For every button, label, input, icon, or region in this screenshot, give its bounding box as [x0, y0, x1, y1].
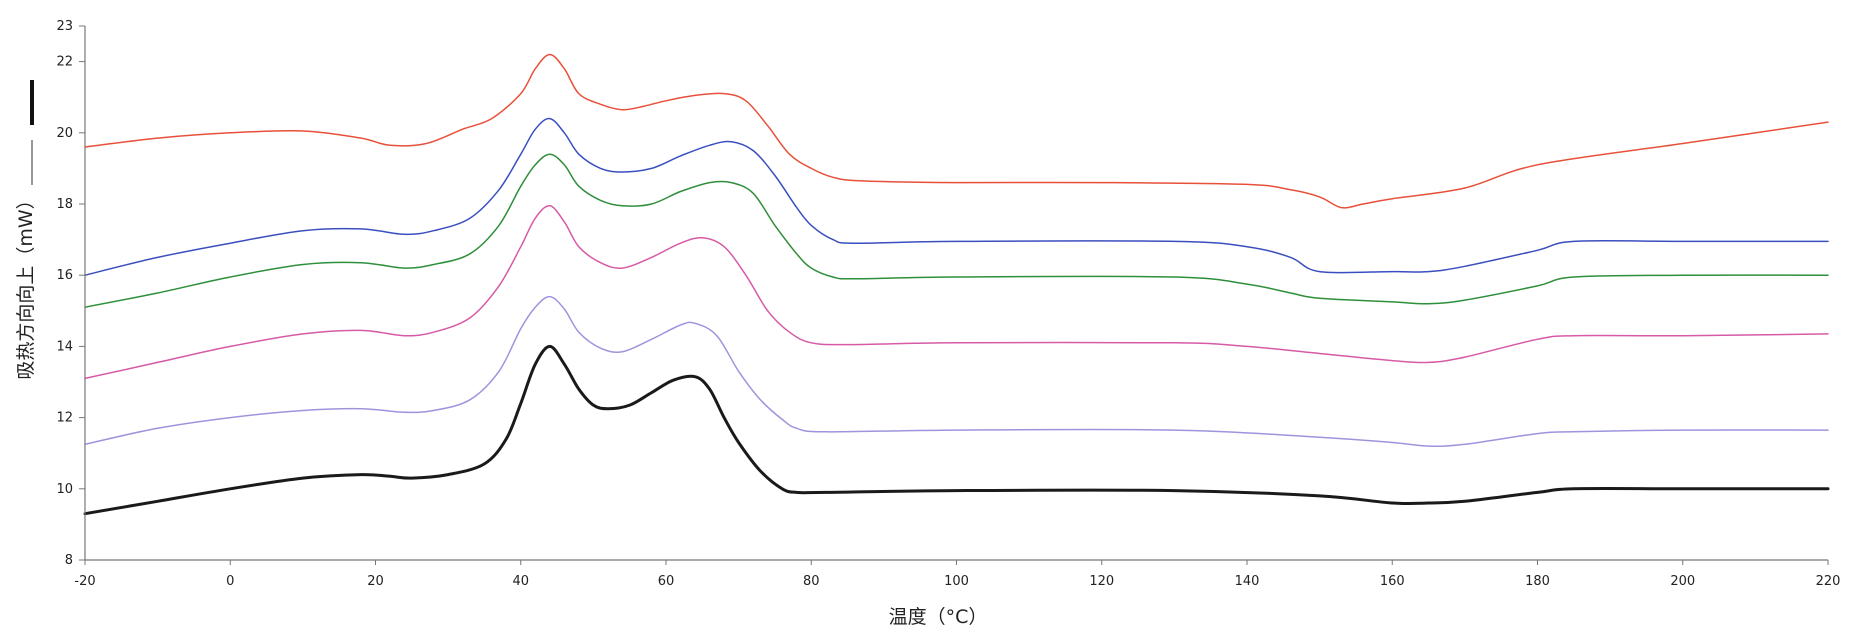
series-line-2: [84, 117, 1829, 276]
y-tick-label: 16: [56, 268, 73, 283]
x-tick-label: 20: [367, 574, 384, 589]
x-tick-label: 220: [1816, 574, 1841, 589]
x-tick-label: 0: [226, 574, 234, 589]
axes: [84, 26, 1828, 561]
x-ticks: -20 0 20 40 60 80 100 120 140 160 180 200 220: [74, 560, 1840, 589]
x-tick-label: 40: [512, 574, 529, 589]
y-axis-label: 吸热方向向上（mW）: [15, 190, 37, 379]
x-axis-label: 温度（°C）: [889, 606, 988, 628]
series-line-6: [83, 344, 1830, 516]
x-tick-label: 200: [1670, 574, 1695, 589]
y-tick-label: 8: [65, 553, 73, 568]
series-line-3: [84, 153, 1829, 308]
y-tick-label: 14: [56, 339, 73, 354]
x-tick-label: 180: [1525, 574, 1550, 589]
plot-lines: [83, 53, 1830, 516]
x-tick-label: 80: [803, 574, 820, 589]
y-tick-label: 20: [56, 126, 73, 141]
y-ticks: 8 10 12 14 16 18 20 22 23: [56, 19, 85, 568]
x-tick-label: 160: [1380, 574, 1405, 589]
y-tick-label: 23: [56, 19, 73, 34]
x-tick-label: 140: [1235, 574, 1260, 589]
x-tick-label: 60: [658, 574, 675, 589]
series-line-5: [84, 295, 1829, 447]
series-line-1: [84, 53, 1829, 209]
x-tick-label: 100: [944, 574, 969, 589]
y-tick-label: 12: [56, 411, 73, 426]
y-tick-label: 10: [56, 482, 73, 497]
y-tick-label: 18: [56, 197, 73, 212]
x-tick-label: -20: [74, 574, 95, 589]
x-tick-label: 120: [1089, 574, 1114, 589]
y-tick-label: 22: [56, 55, 73, 70]
series-line-4: [84, 205, 1829, 380]
